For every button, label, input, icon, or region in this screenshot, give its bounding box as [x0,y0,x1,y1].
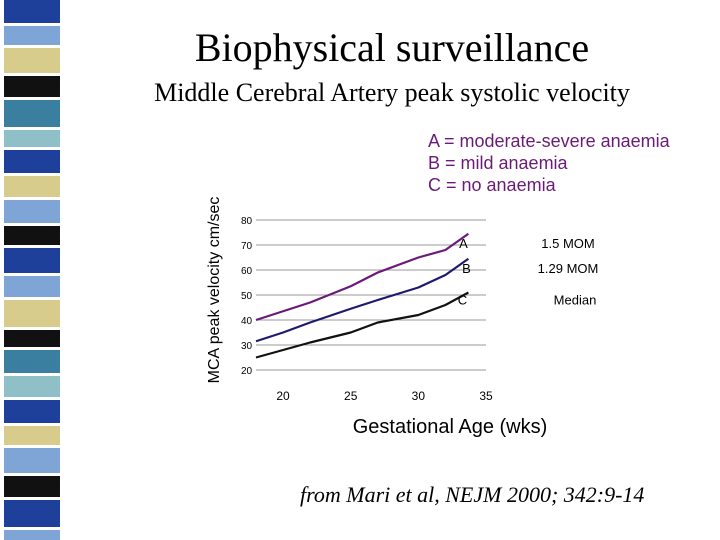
series-label-a: A [459,236,468,251]
y-tick-label: 80 [241,216,253,227]
stripe-block [4,248,60,273]
stripe-block [4,176,60,197]
x-tick-label: 30 [412,389,426,403]
series-annotation-a: 1.5 MOM [541,236,594,251]
x-tick-label: 20 [276,389,290,403]
stripe-block [4,130,60,147]
series-line-b [255,257,470,343]
stripe-block [4,400,60,423]
stripe-block [4,530,60,540]
stripe-block [4,448,60,473]
stripe-block [4,426,60,445]
series-label-b: B [462,261,471,276]
y-tick-label: 60 [241,266,253,277]
series-annotation-c: Median [554,293,597,308]
citation: from Mari et al, NEJM 2000; 342:9-14 [300,482,645,507]
y-tick-label: 70 [241,241,253,252]
stripe-block [4,48,60,73]
legend-item-b: B = mild anaemia [428,153,568,173]
y-tick-label: 30 [241,341,253,352]
series-annotation-b: 1.29 MOM [538,261,599,276]
stripe-block [4,330,60,347]
stripe-block [4,476,60,497]
stripe-block [4,276,60,297]
y-tick-label: 20 [241,366,253,377]
stripe-block [4,226,60,245]
stripe-block [4,76,60,97]
series-line-a [255,232,470,322]
x-tick-label: 35 [479,389,493,403]
stripe-block [4,150,60,173]
stripe-block [4,100,60,127]
stripe-block [4,200,60,223]
series-line-c [255,291,469,359]
stripe-block [4,500,60,527]
slide-title: Biophysical surveillance [194,25,590,70]
x-axis-label: Gestational Age (wks) [353,416,548,438]
legend-item-c: C = no anaemia [428,175,556,195]
stripe-block [4,300,60,327]
chart-legend: A = moderate-severe anaemia B = mild ana… [428,130,670,196]
stripe-block [4,26,60,45]
y-axis-label: MCA peak velocity cm/sec [206,197,223,384]
decorative-stripe [4,0,60,540]
legend-item-a: A = moderate-severe anaemia [428,131,670,151]
stripe-block [4,350,60,373]
series-label-c: C [458,293,467,308]
x-tick-label: 25 [344,389,358,403]
y-tick-label: 40 [241,316,253,327]
stripe-block [4,376,60,397]
stripe-block [4,0,60,23]
y-tick-label: 50 [241,291,253,302]
slide-subtitle: Middle Cerebral Artery peak systolic vel… [154,78,630,107]
